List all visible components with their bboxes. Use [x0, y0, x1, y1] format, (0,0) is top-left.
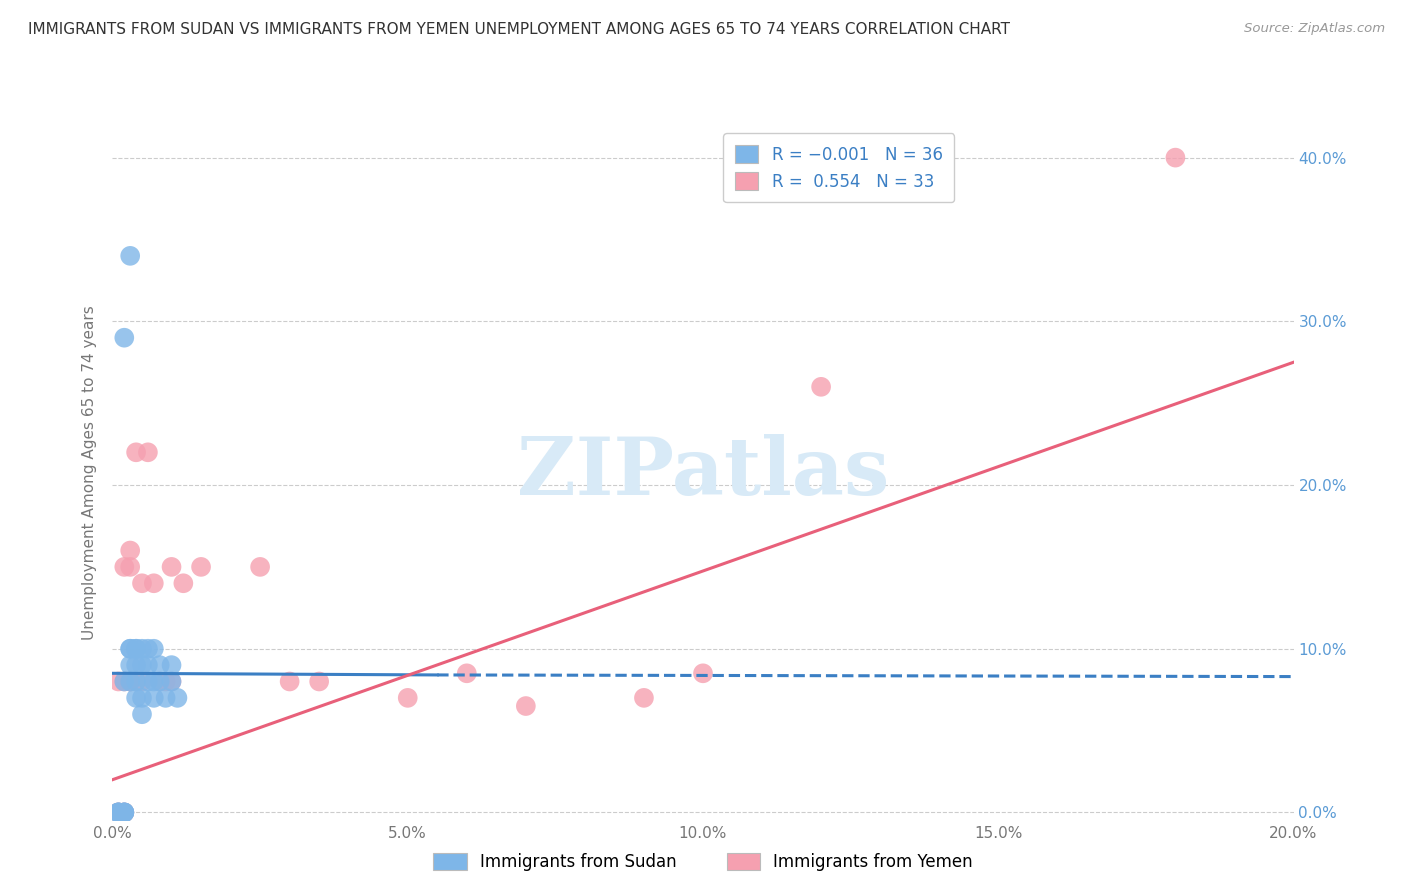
Text: IMMIGRANTS FROM SUDAN VS IMMIGRANTS FROM YEMEN UNEMPLOYMENT AMONG AGES 65 TO 74 : IMMIGRANTS FROM SUDAN VS IMMIGRANTS FROM…	[28, 22, 1010, 37]
Point	[120, 674, 142, 689]
Point	[107, 805, 129, 820]
Point	[107, 805, 129, 820]
Point	[120, 674, 142, 689]
Point	[112, 805, 135, 820]
Point	[810, 380, 832, 394]
Point	[125, 445, 148, 459]
Point	[155, 690, 177, 705]
Point	[160, 658, 183, 673]
Point	[120, 658, 142, 673]
Point	[112, 805, 135, 820]
Point	[142, 674, 165, 689]
Point	[120, 560, 142, 574]
Point	[136, 445, 159, 459]
Point	[125, 674, 148, 689]
Point	[633, 690, 655, 705]
Point	[1164, 151, 1187, 165]
Point	[107, 805, 129, 820]
Y-axis label: Unemployment Among Ages 65 to 74 years: Unemployment Among Ages 65 to 74 years	[82, 305, 97, 640]
Point	[112, 560, 135, 574]
Point	[142, 641, 165, 656]
Point	[160, 674, 183, 689]
Point	[249, 560, 271, 574]
Legend: R = −0.001   N = 36, R =  0.554   N = 33: R = −0.001 N = 36, R = 0.554 N = 33	[724, 133, 955, 202]
Point	[136, 658, 159, 673]
Point	[131, 658, 153, 673]
Point	[308, 674, 330, 689]
Point	[136, 674, 159, 689]
Point	[515, 699, 537, 714]
Point	[120, 641, 142, 656]
Point	[125, 674, 148, 689]
Point	[155, 674, 177, 689]
Point	[396, 690, 419, 705]
Point	[120, 674, 142, 689]
Point	[112, 805, 135, 820]
Point	[125, 690, 148, 705]
Point	[112, 674, 135, 689]
Point	[692, 666, 714, 681]
Point	[149, 674, 172, 689]
Point	[107, 805, 129, 820]
Point	[131, 674, 153, 689]
Text: Source: ZipAtlas.com: Source: ZipAtlas.com	[1244, 22, 1385, 36]
Point	[456, 666, 478, 681]
Point	[125, 658, 148, 673]
Point	[107, 674, 129, 689]
Point	[120, 543, 142, 558]
Point	[136, 641, 159, 656]
Point	[120, 641, 142, 656]
Point	[142, 576, 165, 591]
Point	[125, 641, 148, 656]
Point	[107, 805, 129, 820]
Point	[131, 690, 153, 705]
Point	[131, 707, 153, 722]
Point	[160, 674, 183, 689]
Point	[125, 641, 148, 656]
Point	[112, 805, 135, 820]
Point	[172, 576, 194, 591]
Point	[160, 560, 183, 574]
Point	[131, 641, 153, 656]
Point	[149, 658, 172, 673]
Point	[131, 576, 153, 591]
Point	[120, 249, 142, 263]
Point	[112, 674, 135, 689]
Point	[142, 690, 165, 705]
Point	[278, 674, 301, 689]
Text: ZIPatlas: ZIPatlas	[517, 434, 889, 512]
Point	[149, 674, 172, 689]
Point	[112, 805, 135, 820]
Point	[112, 331, 135, 345]
Legend: Immigrants from Sudan, Immigrants from Yemen: Immigrants from Sudan, Immigrants from Y…	[425, 845, 981, 880]
Point	[166, 690, 188, 705]
Point	[190, 560, 212, 574]
Point	[112, 805, 135, 820]
Point	[107, 805, 129, 820]
